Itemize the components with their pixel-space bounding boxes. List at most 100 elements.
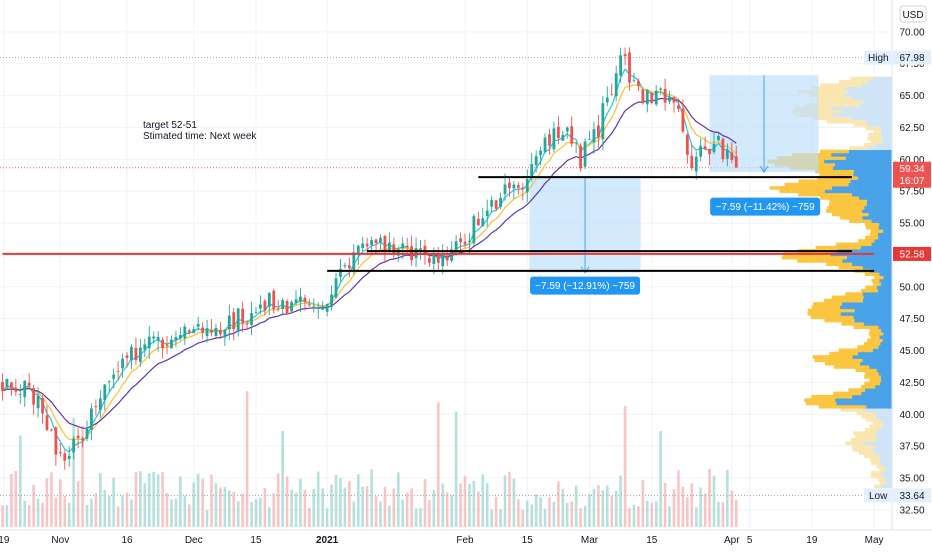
volume-bar	[712, 475, 716, 527]
profile-bar-up	[873, 76, 892, 81]
candle-body	[481, 218, 485, 227]
volume-bar	[485, 483, 489, 527]
volume-bar	[468, 483, 471, 527]
volume-bar	[637, 506, 640, 527]
profile-bar-up	[868, 123, 892, 127]
profile-bar-up	[831, 186, 892, 190]
candle-body	[241, 308, 245, 324]
profile-bar-up	[874, 451, 892, 455]
profile-bar-down	[865, 371, 879, 376]
candle-body	[570, 126, 574, 144]
profile-bar-up	[852, 355, 892, 359]
candle-body	[530, 164, 534, 178]
candle-body	[472, 216, 476, 244]
candle-body	[263, 300, 267, 311]
x-tick-label: Nov	[51, 535, 69, 546]
candle-body	[299, 296, 302, 302]
volume-bar	[170, 499, 173, 527]
currency-box[interactable]	[899, 5, 927, 23]
volume-bar	[445, 492, 449, 527]
level-price-tag[interactable]: 52.58	[893, 246, 931, 261]
candle-body	[717, 135, 720, 141]
candle-body	[18, 393, 22, 395]
volume-bar	[534, 494, 538, 527]
profile-bar-up	[881, 136, 892, 141]
volume-bar	[437, 402, 440, 527]
candle-body	[94, 406, 98, 408]
volume-bar	[125, 492, 129, 527]
volume-bar	[268, 507, 271, 527]
horizontal-levels[interactable]	[2, 176, 875, 272]
profile-bar-down	[769, 186, 832, 190]
profile-bar-down	[864, 222, 880, 227]
volume-bar	[18, 435, 22, 527]
measure-labels: −7.59 (−12.91%) −759 −7.59 (−11.42%) −759	[530, 197, 821, 295]
profile-bar-down	[876, 464, 883, 469]
high-value: 67.98	[899, 53, 924, 64]
profile-bar-down	[815, 169, 854, 174]
profile-bar-up	[840, 312, 892, 316]
candle-body	[245, 323, 249, 325]
candle-body	[596, 125, 600, 138]
volume-bar	[334, 475, 338, 527]
profile-bar-down	[864, 235, 879, 240]
candle-body	[276, 308, 280, 310]
profile-bar-up	[869, 268, 892, 273]
ema-slow-line	[2, 97, 737, 429]
current-price-tag[interactable]: 59.34 16:07	[893, 161, 931, 188]
volume-bar	[668, 506, 671, 527]
candle-body	[370, 240, 374, 246]
volume-bar	[699, 487, 702, 527]
volume-bar	[477, 491, 480, 527]
candle-body	[543, 137, 547, 152]
candle-body	[187, 330, 191, 333]
profile-bar-up	[864, 205, 892, 210]
profile-bar-up	[843, 93, 892, 98]
volume-bar	[432, 489, 436, 527]
volume-bar	[396, 472, 400, 527]
x-tick-label: 15	[522, 535, 534, 546]
candle-body	[9, 382, 13, 388]
volume-bar	[107, 496, 111, 527]
profile-bar-down	[826, 209, 863, 214]
measure-label-2: −7.59 (−11.42%) −759	[716, 202, 815, 213]
candle-body	[281, 300, 285, 309]
profile-bar-down	[874, 275, 884, 280]
volume-bar	[557, 481, 560, 527]
y-axis-panel[interactable]	[892, 0, 932, 550]
candle-body	[494, 200, 498, 209]
profile-bar-up	[871, 219, 892, 223]
volume-bar	[694, 507, 698, 527]
high-marker: High 67.98	[864, 50, 931, 65]
profile-bar-down	[811, 394, 853, 399]
volume-bar	[5, 505, 9, 527]
y-tick-label: 37.50	[899, 442, 924, 453]
profile-bar-down	[840, 215, 863, 220]
profile-bar-up	[883, 474, 892, 479]
candle-body	[219, 329, 222, 335]
profile-bar-down	[849, 219, 872, 223]
candle-body	[98, 398, 102, 410]
profile-bar-down	[784, 182, 849, 187]
volume-bar	[703, 493, 707, 527]
note-line-2: Stimated time: Next week	[143, 131, 257, 142]
profile-bar-up	[880, 484, 892, 489]
profile-bar-up	[881, 282, 892, 286]
volume-bar	[294, 492, 298, 527]
candle-body	[343, 265, 347, 267]
profile-bar-down	[865, 285, 877, 290]
measure-label-1-box	[530, 276, 641, 295]
volume-bar	[41, 502, 44, 527]
x-tick-label: Mar	[581, 535, 599, 546]
profile-bar-up	[879, 418, 892, 422]
candle-body	[565, 127, 569, 132]
candle-body	[45, 415, 49, 431]
volume-bar	[156, 474, 160, 527]
candle-body	[14, 387, 18, 392]
volume-bar	[490, 509, 493, 527]
profile-bar-up	[864, 388, 892, 392]
profile-bar-up	[859, 361, 892, 366]
candle-body	[432, 254, 436, 264]
